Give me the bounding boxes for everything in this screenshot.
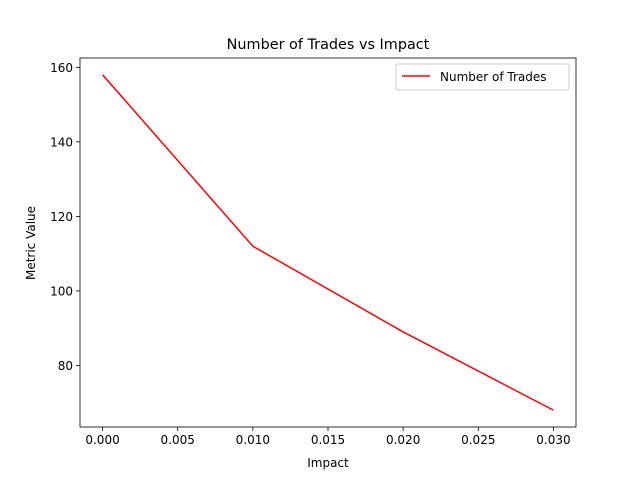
x-tick-label: 0.020 bbox=[386, 433, 420, 447]
y-tick-label: 120 bbox=[50, 210, 73, 224]
y-axis-label: Metric Value bbox=[24, 206, 38, 280]
y-tick-label: 140 bbox=[50, 135, 73, 149]
legend: Number of Trades bbox=[395, 63, 570, 91]
y-tick-label: 80 bbox=[58, 359, 73, 373]
x-tick-label: 0.015 bbox=[311, 433, 345, 447]
y-tick-label: 100 bbox=[50, 284, 73, 298]
chart-title: Number of Trades vs Impact bbox=[227, 37, 430, 53]
legend-box bbox=[395, 63, 570, 91]
x-tick-label: 0.030 bbox=[536, 433, 570, 447]
y-tick-label: 160 bbox=[50, 61, 73, 75]
x-tick-label: 0.010 bbox=[236, 433, 270, 447]
x-tick-label: 0.025 bbox=[461, 433, 495, 447]
x-tick-label: 0.005 bbox=[161, 433, 195, 447]
plot-area: 0.000 0.005 0.010 0.015 0.020 0.025 0.030 80 100… bbox=[50, 57, 577, 447]
axes-frame bbox=[79, 57, 577, 428]
legend-label: Number of Trades bbox=[440, 70, 547, 84]
x-tick-label: 0.000 bbox=[85, 433, 119, 447]
x-axis-label: Impact bbox=[307, 456, 349, 470]
series-line-0 bbox=[101, 74, 554, 411]
